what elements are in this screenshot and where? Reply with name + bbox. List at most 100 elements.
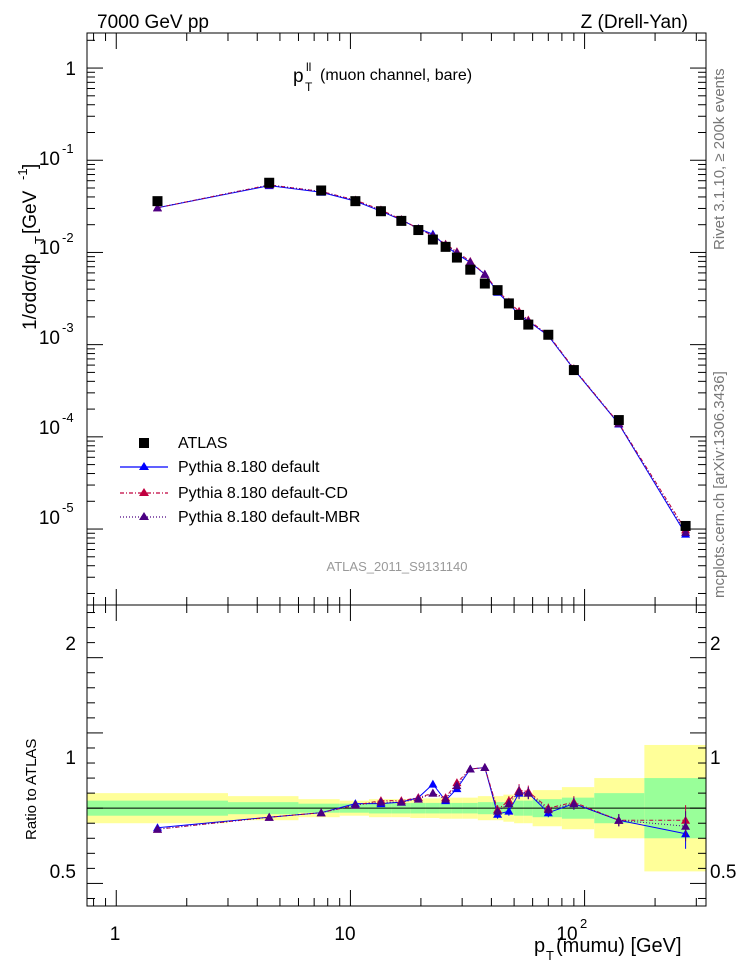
x-tick-label: 1 bbox=[110, 924, 121, 945]
top-ylabel-unit-sup: -1 bbox=[15, 168, 30, 180]
ratio-tick-label: 2 bbox=[65, 634, 76, 655]
axes bbox=[86, 32, 707, 907]
legend-label: Pythia 8.180 default-CD bbox=[178, 485, 348, 502]
atlas-point bbox=[543, 329, 554, 340]
ratio-point bbox=[543, 805, 553, 814]
ratio-point bbox=[523, 788, 533, 797]
top-y-tick-label: 10 -3 bbox=[39, 320, 74, 349]
atlas-point bbox=[568, 365, 579, 376]
x-axis-label: p T (mumu) [GeV] bbox=[534, 935, 682, 963]
mc-point bbox=[681, 527, 691, 536]
ratio-tick-label-right: 1 bbox=[710, 748, 721, 769]
ratio-point bbox=[480, 763, 490, 772]
ratio-point bbox=[504, 806, 514, 815]
ratio-tick-label-right: 2 bbox=[710, 634, 721, 655]
ratio-point bbox=[493, 806, 503, 815]
top-y-tick-label: 10 -1 bbox=[39, 141, 74, 170]
atlas-point bbox=[440, 241, 451, 252]
top-ylabel-sub: T bbox=[32, 236, 47, 244]
x-tick-label: 10 2 bbox=[556, 916, 587, 945]
analysis-watermark: ATLAS_2011_S9131140 bbox=[327, 559, 468, 574]
ratio-point bbox=[428, 788, 438, 797]
top-y-tick-label: 10 -4 bbox=[39, 410, 74, 439]
rivet-label: Rivet 3.1.10, ≥ 200k events bbox=[711, 68, 728, 250]
ratio-tick-label: 1 bbox=[65, 748, 76, 769]
ratio-point bbox=[569, 799, 579, 808]
plot-title-main: p bbox=[293, 66, 304, 87]
header-left: 7000 GeV pp bbox=[97, 12, 209, 33]
mc-point bbox=[152, 203, 162, 212]
top-panel-series bbox=[152, 177, 691, 538]
atlas-point bbox=[680, 520, 691, 531]
atlas-point bbox=[396, 215, 407, 226]
legend-label: Pythia 8.180 default-MBR bbox=[178, 509, 360, 526]
legend: ATLAS Pythia 8.180 default Pythia 8.180 … bbox=[120, 435, 360, 526]
atlas-point bbox=[427, 234, 438, 245]
svg-text:-4: -4 bbox=[62, 410, 74, 425]
ratio-point bbox=[350, 800, 360, 809]
ratio-point bbox=[396, 797, 406, 806]
bottom-y-tick-labels: 2 1 0.5 2 1 0.5 bbox=[50, 634, 737, 883]
legend-entry-cd: Pythia 8.180 default-CD bbox=[120, 485, 348, 502]
ratio-point bbox=[465, 764, 475, 773]
svg-text:10: 10 bbox=[39, 418, 60, 439]
legend-entry-atlas: ATLAS bbox=[139, 435, 228, 452]
mc-line-0 bbox=[157, 185, 687, 535]
xlabel-main: p bbox=[534, 935, 545, 957]
atlas-point bbox=[465, 264, 476, 275]
atlas-point bbox=[451, 252, 462, 263]
mc-point bbox=[480, 269, 490, 278]
atlas-point bbox=[523, 319, 534, 330]
ratio-point bbox=[152, 824, 162, 833]
ratio-line-2 bbox=[157, 766, 686, 830]
ratio-point bbox=[428, 779, 438, 788]
top-y-tick-labels: 1 10 -1 10 -2 10 -3 10 -4 10 -5 bbox=[39, 59, 76, 529]
x-tick-label: 10 bbox=[334, 924, 355, 945]
ratio-point bbox=[264, 812, 274, 821]
top-y-axis-label: 1/σdσ/dp T [GeV -1 ] bbox=[15, 164, 47, 330]
atlas-point bbox=[152, 196, 163, 207]
legend-marker-atlas bbox=[139, 438, 149, 448]
mc-point bbox=[465, 257, 475, 266]
ratio-tick-label: 0.5 bbox=[50, 862, 76, 883]
plot-title-rest: (muon channel, bare) bbox=[320, 67, 472, 84]
mcplots-label: mcplots.cern.ch [arXiv:1306.3436] bbox=[711, 371, 728, 598]
ratio-panel-series bbox=[152, 763, 691, 849]
xlabel-sub: T bbox=[546, 948, 554, 963]
svg-text:10: 10 bbox=[39, 328, 60, 349]
bottom-y-axis-label: Ratio to ATLAS bbox=[23, 739, 40, 840]
atlas-point bbox=[503, 298, 514, 309]
svg-text:10: 10 bbox=[39, 149, 60, 170]
x-tick-labels: 1 10 10 2 bbox=[110, 916, 588, 945]
ratio-point bbox=[441, 794, 451, 803]
ratio-point bbox=[452, 781, 462, 790]
ratio-tick-label-right: 0.5 bbox=[710, 862, 736, 883]
atlas-point bbox=[479, 278, 490, 289]
atlas-point bbox=[514, 309, 525, 320]
legend-label: ATLAS bbox=[178, 435, 228, 452]
xlabel-rest: (mumu) [GeV] bbox=[556, 935, 682, 957]
legend-marker-default bbox=[139, 462, 149, 470]
ratio-point bbox=[514, 787, 524, 796]
top-y-tick-label: 1 bbox=[65, 59, 76, 80]
svg-text:2: 2 bbox=[580, 916, 587, 931]
ratio-point bbox=[681, 821, 691, 830]
ratio-plot-frame bbox=[86, 604, 707, 907]
plot-title: p ll T (muon channel, bare) bbox=[293, 60, 472, 94]
plot-title-sup: ll bbox=[306, 60, 311, 74]
ratio-point bbox=[504, 799, 514, 808]
ratio-point bbox=[614, 815, 624, 824]
top-ylabel-close: ] bbox=[20, 164, 41, 169]
plot-title-sub: T bbox=[305, 80, 313, 94]
legend-entry-mbr: Pythia 8.180 default-MBR bbox=[120, 509, 360, 526]
mc-line-1 bbox=[157, 184, 687, 531]
ratio-point bbox=[413, 794, 423, 803]
ratio-line-0 bbox=[157, 766, 686, 835]
atlas-point bbox=[350, 196, 361, 207]
svg-text:10: 10 bbox=[556, 924, 577, 945]
top-y-tick-label: 10 -5 bbox=[39, 500, 74, 529]
header-right: Z (Drell-Yan) bbox=[581, 12, 688, 33]
svg-text:-5: -5 bbox=[62, 500, 74, 515]
atlas-point bbox=[492, 285, 503, 296]
